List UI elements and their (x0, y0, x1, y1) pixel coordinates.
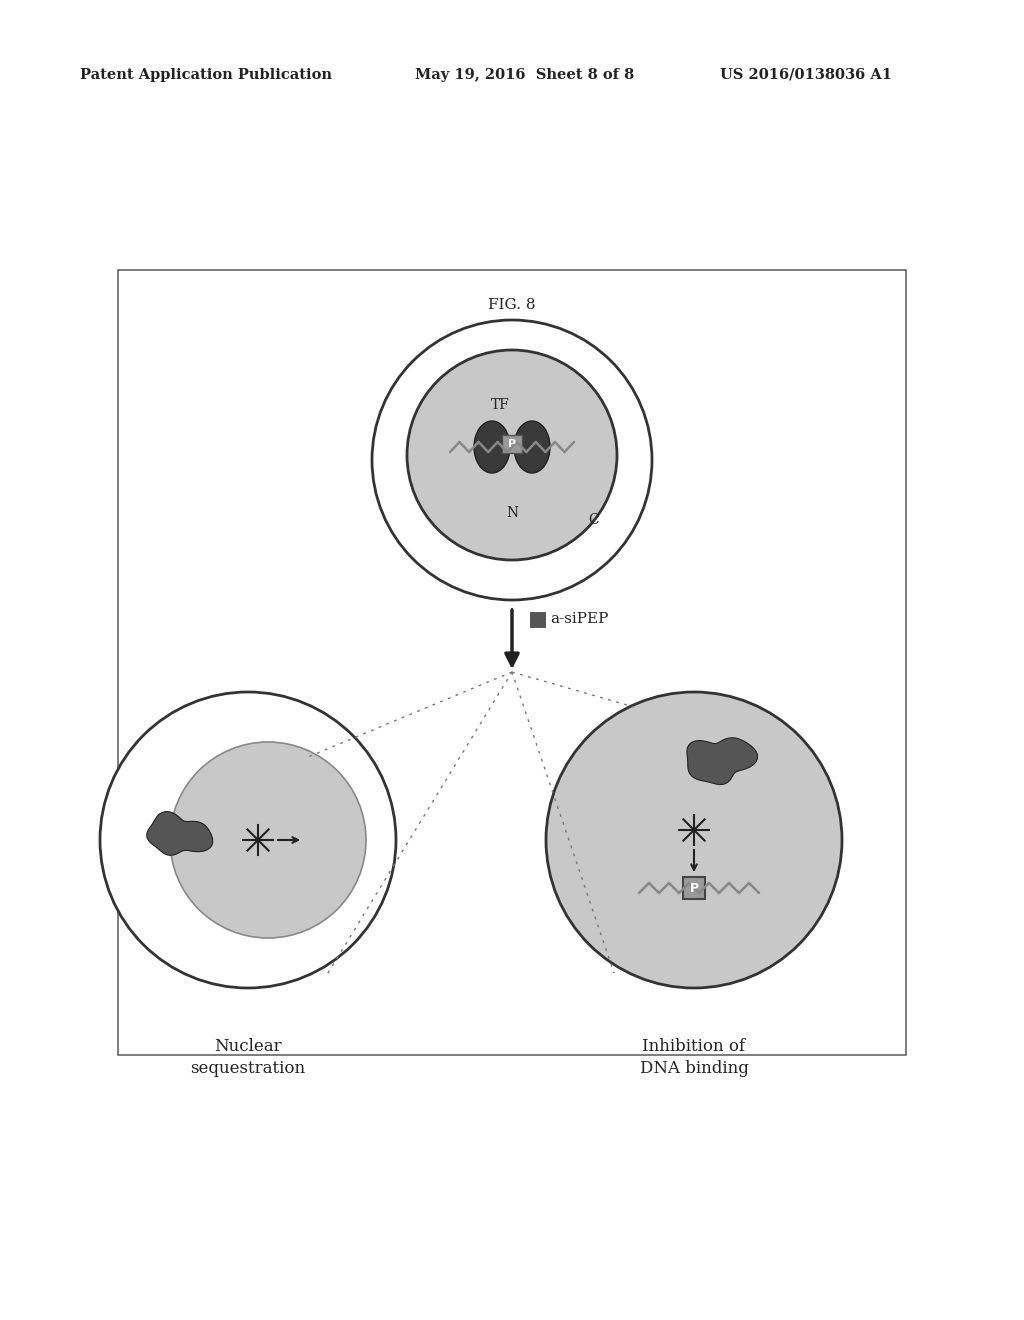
Ellipse shape (514, 421, 550, 473)
Bar (530, 611, 545, 627)
Text: Inhibition of
DNA binding: Inhibition of DNA binding (640, 1038, 749, 1077)
Polygon shape (146, 812, 213, 855)
Text: P: P (689, 882, 698, 895)
Text: N: N (506, 506, 518, 520)
Ellipse shape (474, 421, 510, 473)
Bar (683, 876, 705, 899)
Polygon shape (687, 738, 758, 784)
Text: FIG. 8: FIG. 8 (488, 298, 536, 312)
Text: US 2016/0138036 A1: US 2016/0138036 A1 (720, 69, 892, 82)
Text: Patent Application Publication: Patent Application Publication (80, 69, 332, 82)
Circle shape (372, 319, 652, 601)
Circle shape (546, 692, 842, 987)
Bar (118, 271, 906, 1055)
Text: a-siPEP: a-siPEP (550, 612, 608, 626)
Text: TF: TF (490, 399, 509, 412)
Text: C: C (589, 513, 599, 527)
Circle shape (170, 742, 366, 939)
Circle shape (100, 692, 396, 987)
Text: Nuclear
sequestration: Nuclear sequestration (190, 1038, 305, 1077)
Circle shape (407, 350, 617, 560)
Text: May 19, 2016  Sheet 8 of 8: May 19, 2016 Sheet 8 of 8 (415, 69, 634, 82)
Bar (502, 436, 522, 453)
Text: P: P (508, 440, 516, 449)
